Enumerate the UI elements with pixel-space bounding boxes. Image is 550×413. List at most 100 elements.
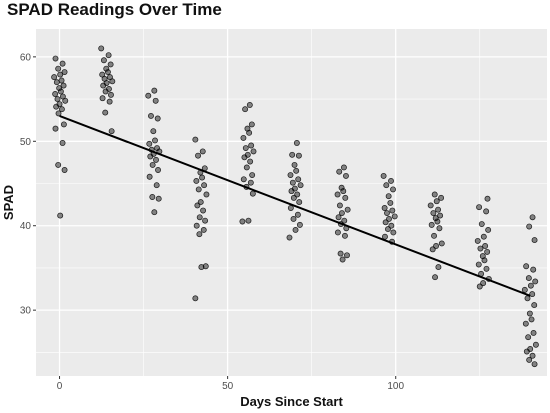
data-point [530,266,537,273]
data-point [150,128,157,135]
data-point [108,91,114,98]
data-point [476,283,483,290]
data-point [196,231,203,238]
data-point [530,329,537,336]
data-point [247,179,254,186]
data-point [53,103,60,110]
data-point [152,137,158,144]
data-point [531,361,538,368]
data-point [292,226,299,233]
data-point [109,78,116,85]
data-point [338,184,345,191]
data-point [435,206,442,213]
data-point [55,161,62,168]
data-point [297,182,304,189]
trend-line [59,115,531,297]
data-point [529,352,536,359]
data-point [521,286,528,293]
data-point [242,145,249,151]
data-point [384,210,390,217]
data-point [58,106,65,113]
data-point [146,140,153,147]
data-point [287,172,294,179]
data-point [287,205,294,211]
data-point [290,194,297,201]
data-point [149,194,156,200]
data-point [290,216,297,222]
data-point [293,140,300,146]
data-point [527,282,534,289]
data-point [152,97,159,104]
data-point [432,274,439,281]
x-tick-label: 100 [387,381,404,392]
data-point [147,153,154,160]
data-point [295,176,302,183]
data-point [342,232,348,239]
data-point [148,113,154,119]
data-point [433,198,440,205]
data-point [102,88,109,95]
data-point [246,102,253,108]
data-point [525,275,532,282]
data-point [99,95,106,102]
data-point [428,221,435,228]
data-point [482,243,489,249]
data-point [107,61,114,68]
data-point [485,226,492,233]
data-point [523,263,530,270]
data-point [436,225,443,232]
data-point [195,152,201,159]
data-point [199,174,206,181]
data-point [481,257,488,264]
data-point [250,148,257,155]
y-tick-label: 30 [20,306,32,317]
data-point [334,191,341,198]
data-point [240,134,247,141]
data-point [55,110,62,117]
data-point [340,164,347,171]
data-point [484,195,491,202]
data-point [289,151,296,158]
data-point [192,295,199,302]
data-point [248,142,255,149]
y-tick-label: 60 [20,52,32,63]
data-point [60,121,67,128]
data-point [61,69,68,76]
data-point [529,291,536,298]
data-point [528,316,535,323]
data-point [62,97,69,104]
data-point [295,152,302,159]
data-point [474,237,481,244]
data-point [103,65,110,72]
x-tick-label: 0 [57,381,63,392]
data-point [155,195,162,202]
data-point [529,214,536,221]
data-point [336,202,343,209]
data-point [387,199,394,206]
data-point [245,217,252,224]
data-point [52,91,59,97]
data-point [202,217,209,224]
data-point [438,240,445,247]
data-point [286,234,293,241]
data-point [239,218,246,225]
data-point [195,186,202,193]
data-point [388,178,394,184]
data-point [382,233,388,240]
data-point [146,173,153,180]
data-point [483,208,490,215]
data-point [475,261,482,268]
x-tick-label: 50 [222,381,234,392]
data-point [385,226,391,233]
data-point [200,226,207,233]
data-point [381,205,388,211]
data-point [198,264,205,271]
data-point [56,85,63,92]
data-point [200,207,207,214]
data-point [57,88,64,95]
data-point [526,223,533,230]
data-point [385,193,392,200]
data-point [476,204,483,211]
